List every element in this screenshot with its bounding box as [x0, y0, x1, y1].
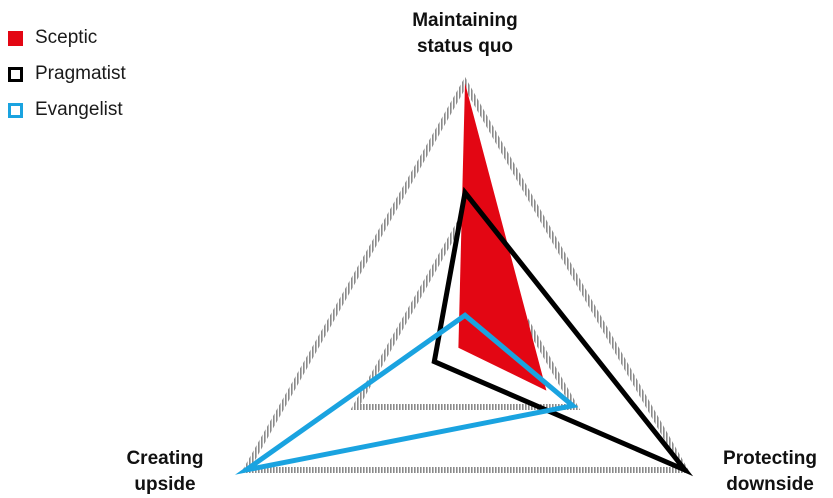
legend-item-evangelist: Evangelist [8, 92, 126, 128]
legend-item-pragmatist: Pragmatist [8, 56, 126, 92]
axis-label-left-line1: Creating [126, 448, 204, 469]
legend-swatch-pragmatist [8, 66, 23, 82]
axis-label-right-line1: Protecting [723, 448, 817, 469]
axis-label-top: Maintaining status quo [380, 8, 550, 60]
axis-label-left: Creating upside [100, 446, 230, 498]
axis-label-left-line2: upside [134, 474, 196, 495]
grid-triangle-1 [240, 76, 691, 473]
axis-label-top-line1: Maintaining [412, 10, 518, 31]
legend-label-evangelist: Evangelist [35, 99, 123, 120]
legend-label-pragmatist: Pragmatist [35, 63, 126, 84]
axis-label-right: Protecting downside [705, 446, 833, 498]
series-evangelist-polygon [234, 312, 579, 475]
legend-label-sceptic: Sceptic [35, 27, 98, 48]
legend-swatch-evangelist [8, 102, 23, 118]
axis-label-top-line2: status quo [416, 36, 514, 57]
legend: Sceptic Pragmatist Evangelist [8, 20, 126, 128]
axis-label-right-line2: downside [726, 474, 814, 495]
legend-swatch-sceptic [8, 30, 23, 46]
series-pragmatist-polygon [431, 186, 694, 477]
legend-item-sceptic: Sceptic [8, 20, 126, 56]
series-layer [234, 83, 694, 477]
